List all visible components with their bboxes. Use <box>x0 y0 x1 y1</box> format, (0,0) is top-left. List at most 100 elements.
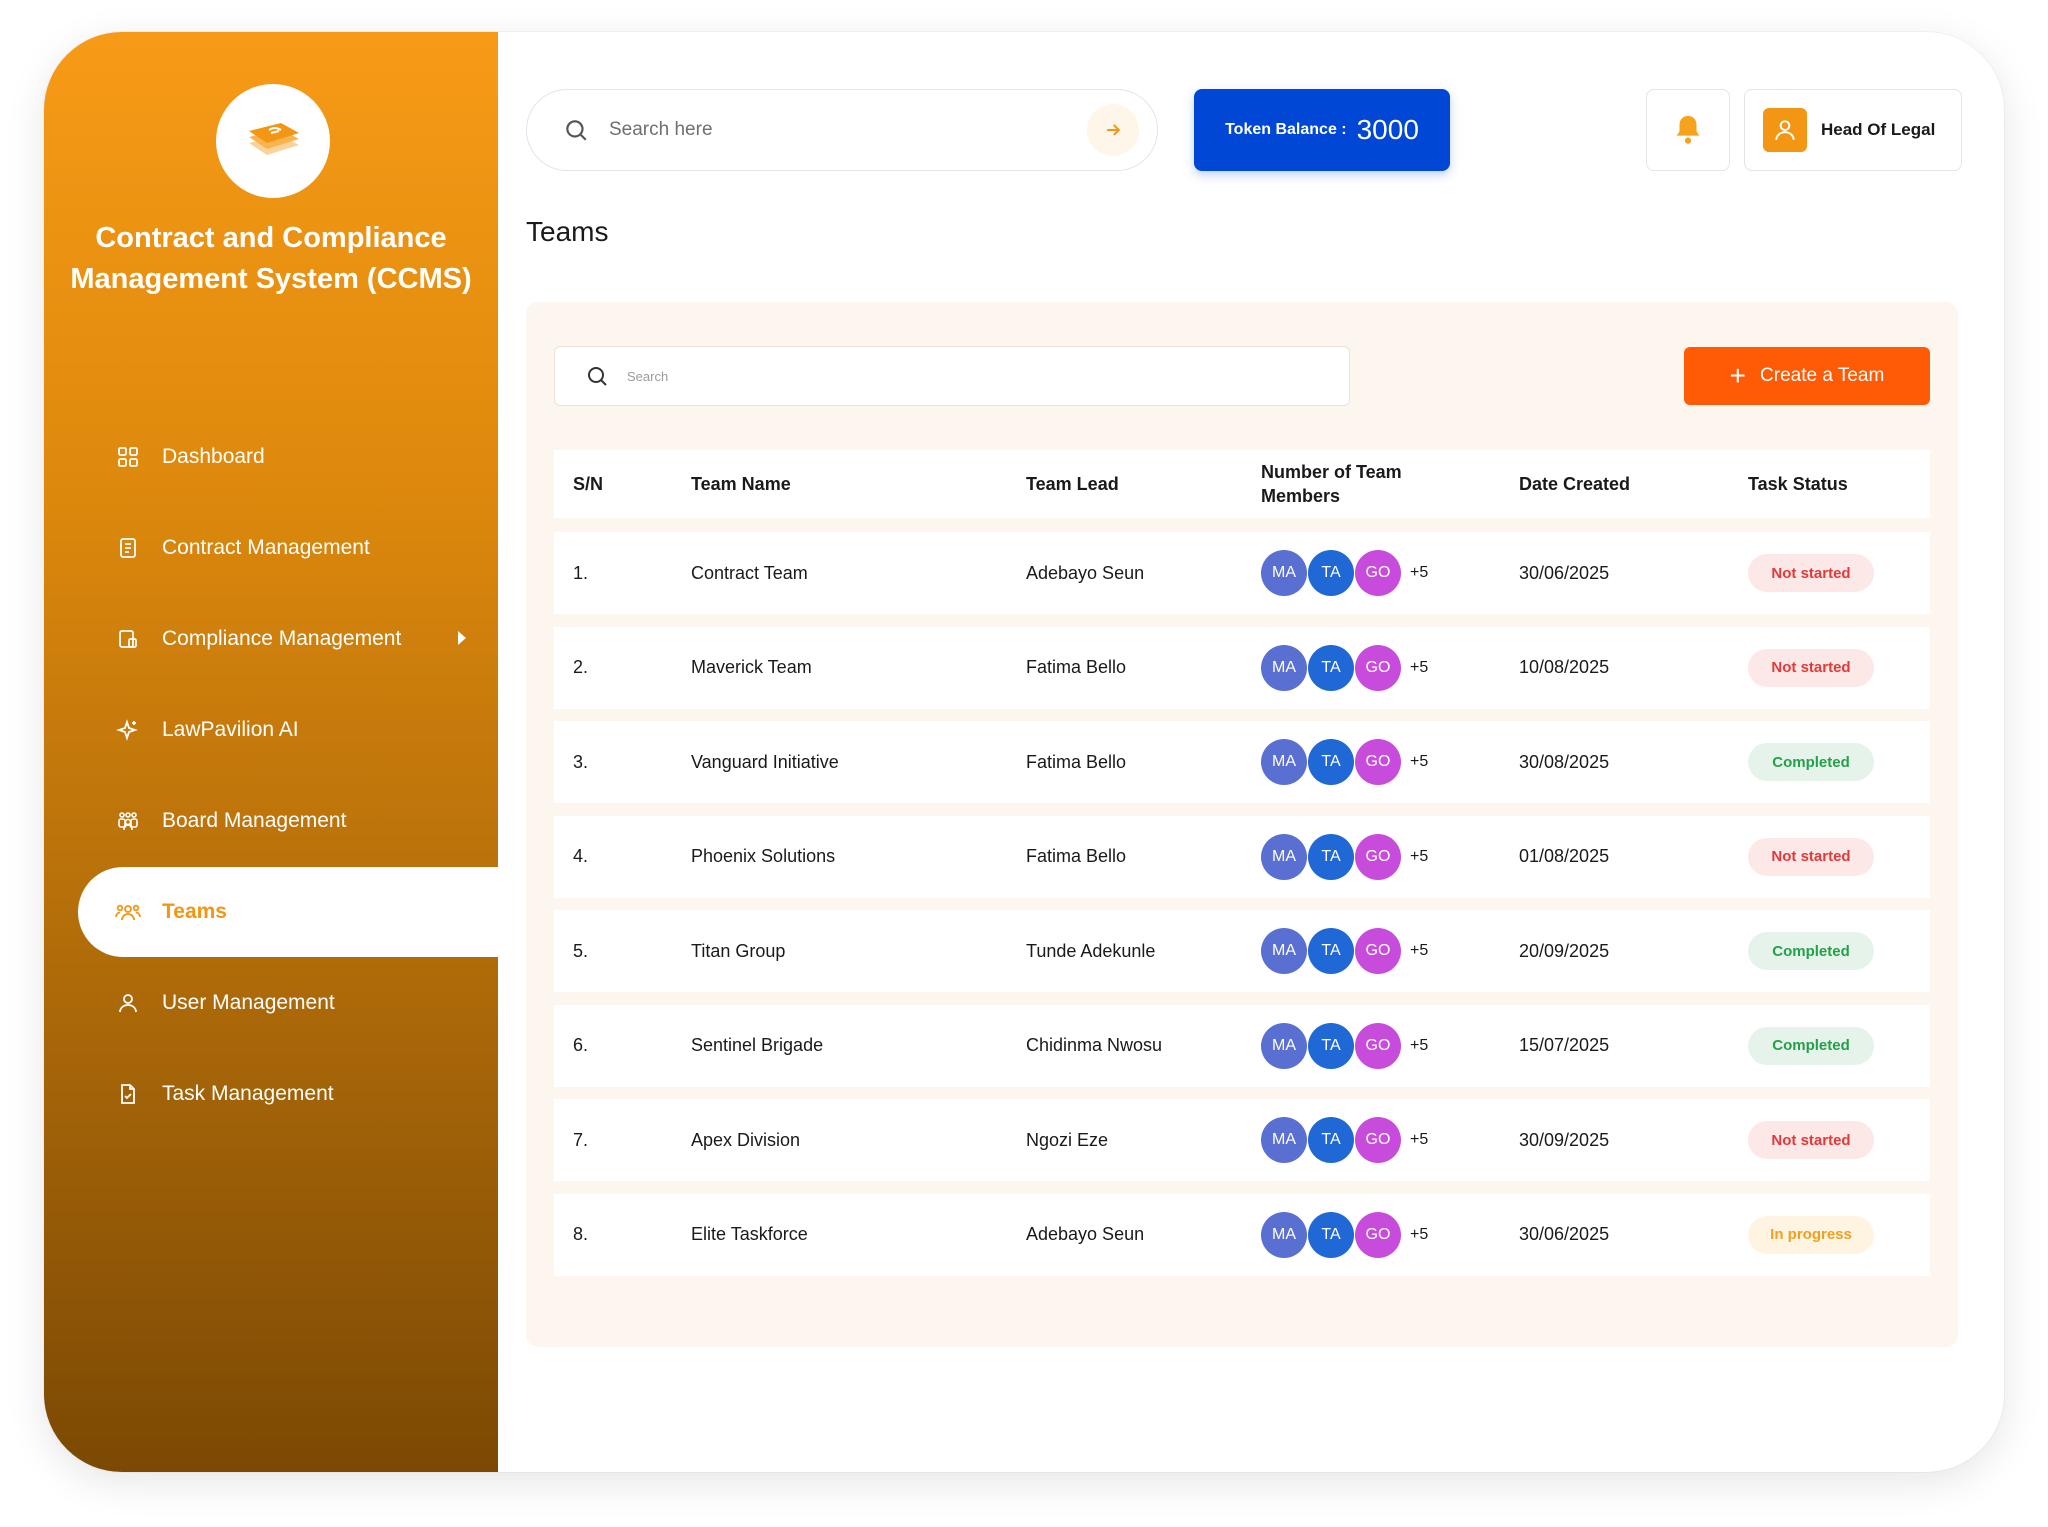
cell-team-lead: Fatima Bello <box>1026 846 1127 866</box>
table-row[interactable]: 2. Maverick Team Fatima Bello MA TA GO +5 10/08… <box>554 626 1930 709</box>
member-avatar: MA <box>1261 739 1307 785</box>
sidebar-item-label: Board Management <box>162 809 347 832</box>
avatar <box>1763 108 1807 152</box>
status-badge: Completed <box>1748 743 1874 781</box>
global-search-input[interactable]: Search here <box>526 89 1158 171</box>
cell-task-status: In progress <box>1748 1194 1874 1276</box>
notifications-button[interactable] <box>1646 89 1730 171</box>
member-avatar: GO <box>1355 1022 1401 1069</box>
table-row[interactable]: 1. Contract Team Adebayo Seun MA TA GO +5 30/06… <box>554 532 1930 614</box>
header-members: Number of Team Members <box>1261 462 1402 506</box>
teams-search-input[interactable]: Search <box>554 346 1350 406</box>
create-team-label: Create a Team <box>1760 365 1885 386</box>
search-icon <box>566 120 587 141</box>
cell-team-lead: Adebayo Seun <box>1026 562 1145 583</box>
member-avatar: GO <box>1355 739 1401 785</box>
sidebar-item-teams[interactable]: Teams <box>78 867 498 957</box>
sidebar-item-contract-management[interactable]: Contract Management <box>44 503 498 593</box>
cell-sn: 5. <box>573 940 589 961</box>
cell-members: MA TA GO +5 <box>1261 816 1428 898</box>
sidebar-item-user-management[interactable]: User Management <box>44 958 498 1048</box>
cell-team-lead: Adebayo Seun <box>1026 1224 1145 1244</box>
sidebar-item-label: Dashboard <box>162 445 265 468</box>
bell-icon <box>1676 115 1700 144</box>
status-badge: Not started <box>1748 648 1874 687</box>
grid-icon <box>114 443 142 471</box>
cell-members: MA TA GO +5 <box>1261 532 1428 614</box>
sidebar-nav: Dashboard Contract Management Compliance… <box>44 412 498 1140</box>
user-profile-button[interactable]: Head Of Legal <box>1744 89 1962 171</box>
document-icon <box>114 534 142 562</box>
status-badge: Not started <box>1748 554 1874 592</box>
search-submit-button[interactable] <box>1087 104 1139 156</box>
status-badge: Completed <box>1748 932 1874 970</box>
member-avatar: TA <box>1308 1022 1354 1069</box>
cell-team-lead: Fatima Bello <box>1026 657 1127 677</box>
sparkle-icon <box>114 716 142 744</box>
cell-date-created: 30/09/2025 <box>1519 1129 1610 1150</box>
cell-task-status: Completed <box>1748 1005 1874 1087</box>
cell-team-lead: Chidinma Nwosu <box>1026 1035 1163 1055</box>
cell-sn: 6. <box>573 1035 589 1055</box>
user-icon <box>114 989 142 1017</box>
table-row[interactable]: 5. Titan Group Tunde Adekunle MA TA GO +5 20/09… <box>554 910 1930 992</box>
arrow-right-icon <box>1107 124 1121 136</box>
cell-team-name: Sentinel Brigade <box>691 1035 824 1055</box>
cell-task-status: Completed <box>1748 910 1874 992</box>
member-avatar: GO <box>1355 550 1401 596</box>
app-title: Contract and Compliance Management Syste… <box>70 222 472 295</box>
sidebar-item-lawpavilion-ai[interactable]: LawPavilion AI <box>44 685 498 775</box>
table-row[interactable]: 6. Sentinel Brigade Chidinma Nwosu MA TA GO +5… <box>554 1004 1930 1087</box>
table-row[interactable]: 4. Phoenix Solutions Fatima Bello MA TA GO +5 0… <box>554 815 1930 898</box>
sidebar-item-label: Contract Management <box>162 536 370 559</box>
sidebar: Contract and Compliance Management Syste… <box>44 32 498 1472</box>
cell-team-name: Apex Division <box>691 1129 801 1150</box>
more-members-count: +5 <box>1410 753 1429 770</box>
cell-team-lead: Ngozi Eze <box>1026 1129 1109 1150</box>
member-avatar: TA <box>1308 550 1354 596</box>
page-title: Teams <box>526 216 609 247</box>
more-members-count: +5 <box>1410 1131 1429 1148</box>
status-badge: Not started <box>1748 837 1874 876</box>
cell-members: MA TA GO +5 <box>1261 1194 1428 1276</box>
status-badge: Completed <box>1748 1026 1874 1065</box>
header-sn: S/N <box>573 474 604 494</box>
member-avatar: MA <box>1261 1022 1307 1069</box>
cell-members: MA TA GO +5 <box>1261 1099 1428 1181</box>
sidebar-item-label: Teams <box>162 900 227 923</box>
sidebar-item-label: Compliance Management <box>162 627 402 650</box>
user-name: Head Of Legal <box>1821 120 1936 139</box>
cell-sn: 2. <box>573 657 589 677</box>
member-avatar: MA <box>1261 1117 1307 1163</box>
table-row[interactable]: 3. Vanguard Initiative Fatima Bello MA TA GO +… <box>554 721 1930 803</box>
teams-panel: Search + Create a Team S/N Team Name Tea… <box>526 302 1958 1347</box>
more-members-count: +5 <box>1410 1225 1429 1243</box>
cell-sn: 7. <box>573 1129 589 1150</box>
sidebar-item-task-management[interactable]: Task Management <box>44 1049 498 1139</box>
table-row[interactable]: 8. Elite Taskforce Adebayo Seun MA TA GO +5 30/… <box>554 1193 1930 1276</box>
member-avatar: MA <box>1261 928 1307 974</box>
member-avatar: MA <box>1261 833 1307 880</box>
member-avatar: GO <box>1355 833 1401 880</box>
app-logo <box>216 84 330 198</box>
chevron-right-icon[interactable] <box>458 631 466 645</box>
logo-icon <box>249 123 299 155</box>
sidebar-item-compliance-management[interactable]: Compliance Management <box>44 594 498 684</box>
search-icon <box>588 367 607 386</box>
member-avatar: TA <box>1308 833 1354 880</box>
sidebar-item-dashboard[interactable]: Dashboard <box>44 412 498 502</box>
cell-date-created: 20/09/2025 <box>1519 940 1610 961</box>
task-icon <box>114 1080 142 1108</box>
cell-team-lead: Tunde Adekunle <box>1026 940 1156 961</box>
create-team-button[interactable]: + Create a Team <box>1684 347 1930 405</box>
cell-members: MA TA GO +5 <box>1261 1005 1428 1087</box>
member-avatar: TA <box>1308 1117 1354 1163</box>
group-icon <box>114 807 142 835</box>
cell-sn: 1. <box>573 562 589 583</box>
member-avatar: TA <box>1308 644 1354 691</box>
table-row[interactable]: 7. Apex Division Ngozi Eze MA TA GO +5 30/09/20… <box>554 1099 1930 1181</box>
user-icon <box>1775 120 1795 140</box>
sidebar-item-board-management[interactable]: Board Management <box>44 776 498 866</box>
header-date-created: Date Created <box>1519 474 1631 494</box>
token-balance: Token Balance : 3000 <box>1194 89 1450 171</box>
